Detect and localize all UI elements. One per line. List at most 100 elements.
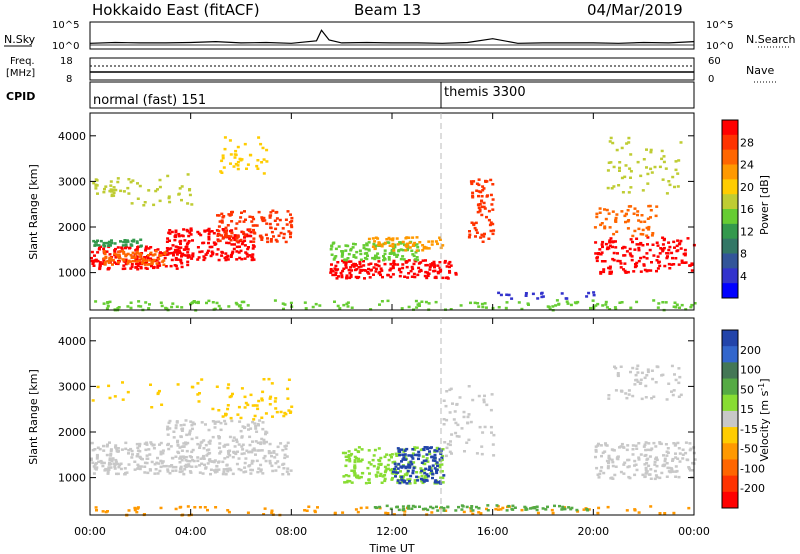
power-data-cell	[348, 271, 352, 275]
power-data-cell	[596, 302, 600, 306]
power-data-cell	[380, 300, 384, 303]
velocity-data-cell	[244, 470, 248, 473]
velocity-data-cell	[430, 470, 434, 474]
velocity-data-cell	[172, 436, 176, 439]
velocity-data-cell	[397, 508, 401, 512]
power-data-cell	[387, 236, 391, 240]
power-data-cell	[379, 267, 383, 270]
power-data-cell	[188, 188, 192, 191]
power-data-cell	[554, 304, 558, 307]
power-data-cell	[629, 153, 633, 156]
velocity-data-cell	[208, 458, 212, 461]
power-data-cell	[113, 249, 117, 252]
power-data-cell	[138, 184, 142, 188]
power-data-cell	[380, 243, 384, 246]
velocity-data-cell	[400, 460, 403, 463]
velocity-data-cell	[102, 444, 105, 448]
velocity-data-cell	[495, 504, 499, 507]
power-data-cell	[623, 262, 627, 265]
power-data-cell	[186, 202, 190, 205]
power-data-cell	[227, 305, 231, 308]
power-data-cell	[245, 167, 248, 170]
power-data-cell	[389, 267, 393, 270]
velocity-data-cell	[258, 419, 262, 422]
velocity-data-cell	[262, 456, 266, 460]
power-data-cell	[217, 229, 221, 233]
velocity-data-cell	[168, 427, 172, 430]
power-data-cell	[219, 307, 223, 310]
power-data-cell	[616, 252, 619, 255]
velocity-data-cell	[650, 397, 654, 400]
power-data-cell	[107, 261, 111, 264]
velocity-data-cell	[394, 475, 397, 478]
power-data-cell	[354, 256, 358, 259]
velocity-data-cell	[145, 454, 149, 457]
power-data-cell	[608, 265, 612, 268]
power-data-cell	[235, 250, 239, 253]
power-data-cell	[387, 241, 391, 244]
velocity-data-cell	[435, 461, 439, 464]
velocity-y-tick-label: 1000	[58, 472, 86, 485]
power-data-cell	[432, 269, 436, 273]
velocity-data-cell	[604, 442, 607, 445]
velocity-data-cell	[228, 435, 232, 439]
velocity-data-cell	[169, 445, 173, 448]
velocity-data-cell	[190, 427, 194, 431]
velocity-data-cell	[442, 423, 446, 426]
power-data-cell	[655, 205, 659, 208]
power-data-cell	[163, 252, 167, 256]
power-data-cell	[250, 220, 254, 223]
power-data-cell	[347, 268, 351, 272]
velocity-data-cell	[96, 385, 100, 389]
power-data-cell	[94, 187, 98, 190]
velocity-data-cell	[277, 465, 281, 469]
velocity-data-cell	[249, 468, 253, 472]
power-data-cell	[233, 237, 237, 241]
velocity-data-cell	[462, 410, 466, 414]
velocity-data-cell	[113, 465, 117, 468]
power-data-cell	[152, 203, 156, 207]
power-data-cell	[147, 254, 150, 257]
power-data-cell	[233, 243, 236, 246]
velocity-data-cell	[200, 440, 204, 444]
velocity-data-cell	[203, 463, 206, 467]
power-data-cell	[434, 300, 438, 304]
power-data-cell	[618, 169, 621, 172]
power-data-cell	[186, 260, 190, 264]
power-data-cell	[651, 232, 655, 235]
velocity-data-cell	[136, 467, 140, 470]
velocity-data-cell	[643, 443, 647, 446]
power-data-cell	[137, 300, 141, 303]
power-data-cell	[131, 179, 135, 182]
power-data-cell	[179, 260, 183, 263]
power-data-cell	[631, 240, 634, 244]
power-data-cell	[646, 182, 650, 185]
velocity-data-cell	[426, 447, 430, 451]
velocity-data-cell	[156, 472, 160, 475]
velocity-data-cell	[450, 452, 453, 455]
velocity-colorbar-tick: -15	[740, 423, 758, 436]
velocity-data-cell	[674, 465, 678, 468]
velocity-data-cell	[133, 468, 137, 471]
power-data-cell	[223, 256, 227, 260]
velocity-data-cell	[240, 452, 244, 456]
velocity-data-cell	[353, 464, 357, 467]
velocity-data-cell	[606, 466, 610, 470]
velocity-data-cell	[124, 447, 128, 451]
velocity-data-cell	[135, 455, 139, 458]
velocity-data-cell	[407, 480, 411, 483]
power-data-cell	[646, 172, 650, 176]
power-data-cell	[177, 249, 181, 252]
velocity-data-cell	[143, 465, 147, 468]
power-data-cell	[124, 245, 128, 249]
velocity-data-cell	[594, 448, 598, 452]
velocity-data-cell	[451, 402, 454, 405]
velocity-data-cell	[665, 462, 669, 465]
velocity-data-cell	[226, 407, 230, 411]
power-colorbar-swatch	[722, 134, 738, 151]
power-data-cell	[184, 254, 188, 257]
velocity-data-cell	[380, 481, 384, 484]
power-data-cell	[480, 213, 484, 217]
power-data-cell	[430, 262, 434, 265]
power-data-cell	[443, 259, 447, 263]
